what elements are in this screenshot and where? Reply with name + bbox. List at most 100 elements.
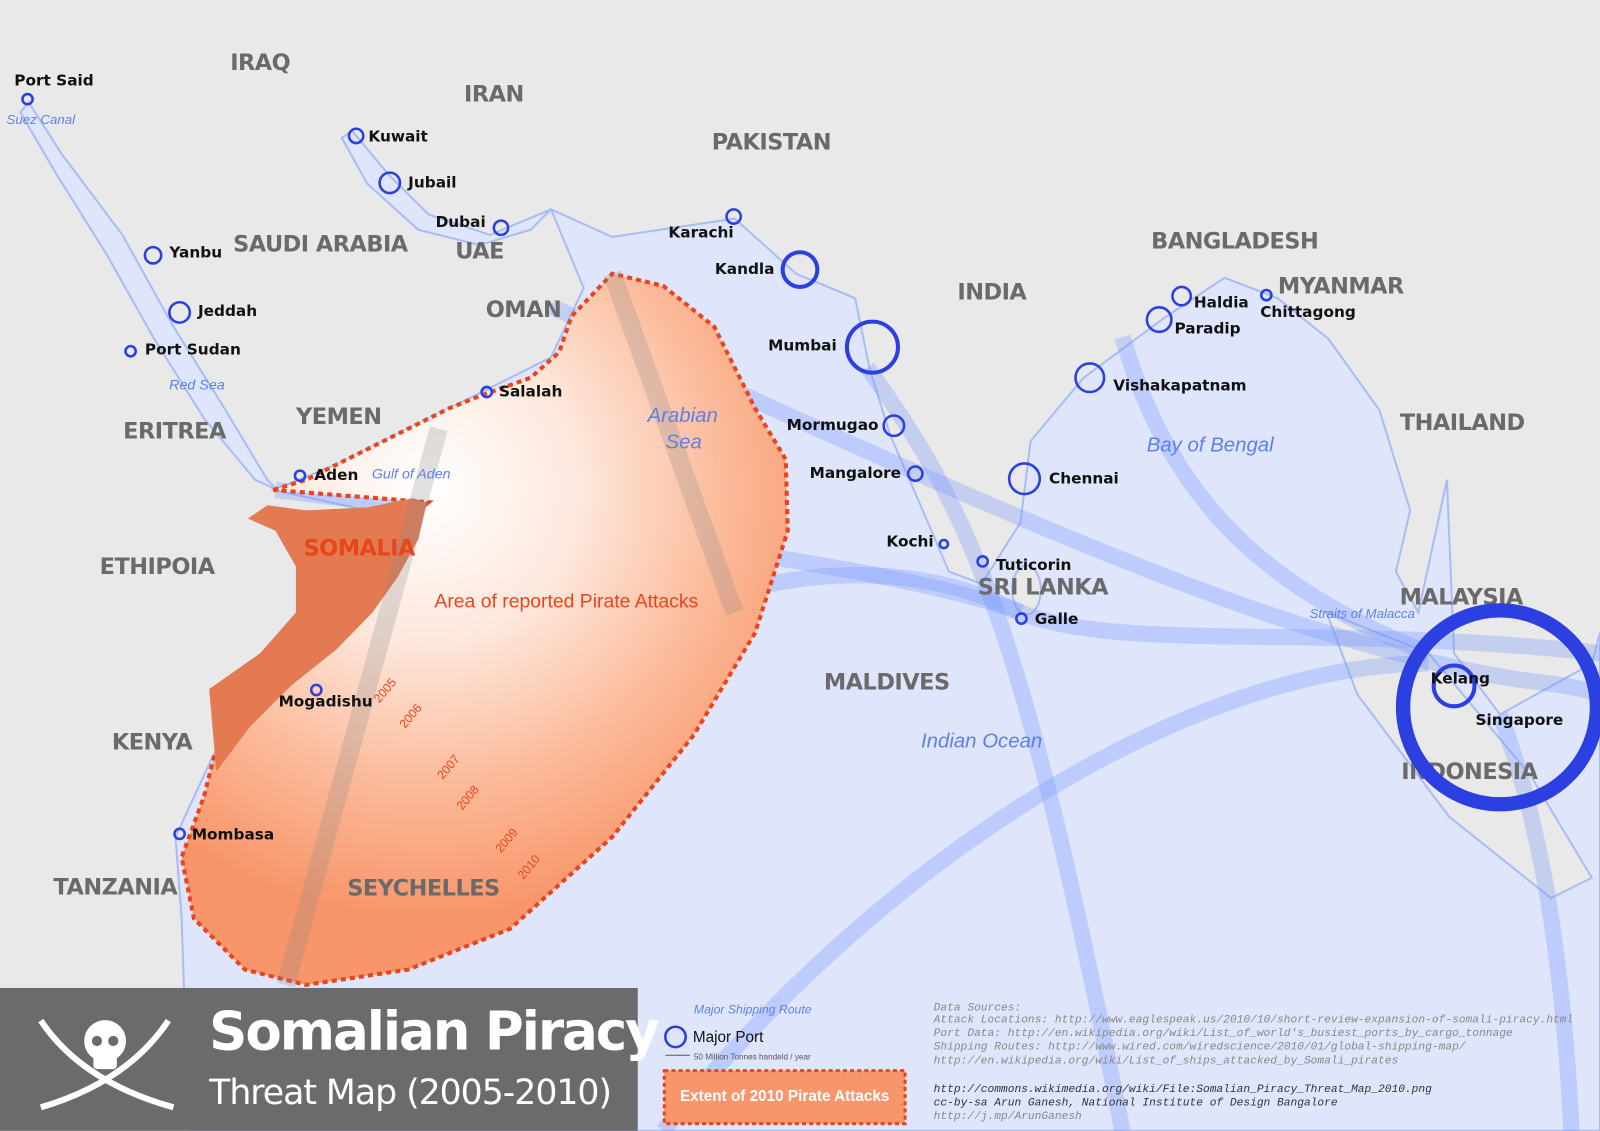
sea-label: Red Sea bbox=[169, 378, 225, 394]
port-marker bbox=[21, 92, 34, 106]
country-label: PAKISTAN bbox=[712, 130, 831, 156]
eye bbox=[91, 1035, 103, 1047]
port-label: Mangalore bbox=[810, 464, 901, 482]
port-marker bbox=[780, 250, 820, 289]
port-marker bbox=[124, 344, 137, 358]
port-label: Chittagong bbox=[1260, 303, 1356, 321]
port-marker bbox=[143, 245, 163, 265]
country-label: SEYCHELLES bbox=[347, 875, 500, 901]
country-label: TANZANIA bbox=[53, 874, 178, 900]
sea-label: Sea bbox=[666, 431, 702, 453]
port-marker bbox=[1007, 462, 1042, 496]
sea-label: Straits of Malacca bbox=[1310, 606, 1415, 621]
port-marker bbox=[844, 319, 900, 375]
port-label: Jubail bbox=[407, 173, 456, 191]
port-label: Dubai bbox=[436, 213, 486, 231]
port-marker bbox=[725, 208, 743, 225]
port-marker bbox=[173, 827, 186, 841]
persian-gulf bbox=[340, 129, 552, 247]
port-marker bbox=[378, 171, 402, 195]
legend-extent: Extent of 2010 Pirate Attacks bbox=[680, 1088, 889, 1105]
country-label: UAE bbox=[455, 239, 504, 265]
country-label: SRI LANKA bbox=[978, 574, 1109, 600]
port-label: Galle bbox=[1035, 610, 1079, 628]
eye bbox=[108, 1035, 119, 1047]
port-label: Yanbu bbox=[168, 244, 222, 262]
shipping-route bbox=[276, 426, 448, 988]
attack-area-label: Area of reported Pirate Attacks bbox=[434, 590, 698, 612]
legend-port: Major Port bbox=[693, 1029, 764, 1046]
port-marker bbox=[347, 127, 365, 145]
port-label: Kelang bbox=[1431, 669, 1490, 687]
country-label: THAILAND bbox=[1400, 410, 1525, 436]
port-label: Mumbai bbox=[768, 337, 837, 355]
country-label: KENYA bbox=[112, 730, 194, 756]
port-marker bbox=[1015, 612, 1028, 625]
port-marker bbox=[492, 219, 510, 237]
port-label: Port Sudan bbox=[145, 341, 241, 359]
port-label: Karachi bbox=[668, 223, 733, 241]
port-label: Mombasa bbox=[192, 825, 274, 843]
port-label: Haldia bbox=[1194, 294, 1249, 312]
sea-label: Indian Ocean bbox=[921, 730, 1042, 752]
sumatra bbox=[1324, 610, 1594, 900]
country-label: ETHIPOIA bbox=[100, 554, 216, 580]
port-label: Salalah bbox=[499, 383, 562, 401]
legend-route: Major Shipping Route bbox=[694, 1003, 812, 1017]
sea-label: Bay of Bengal bbox=[1147, 435, 1274, 457]
country-label: MALDIVES bbox=[824, 669, 950, 695]
sea-label: Suez Canal bbox=[7, 112, 77, 127]
sea-label: Arabian bbox=[647, 405, 718, 427]
subtitle: Threat Map (2005-2010) bbox=[208, 1073, 611, 1113]
port-label: Tuticorin bbox=[996, 556, 1071, 574]
port-label: Aden bbox=[314, 466, 358, 484]
port-label: Jeddah bbox=[197, 302, 257, 320]
labels: IRAQ IRAN PAKISTAN SAUDI ARABIA UAE OMAN INDIA… bbox=[7, 50, 1600, 901]
skull bbox=[84, 1020, 127, 1062]
port-marker bbox=[168, 300, 192, 324]
source-line: Port Data: http://en.wikipedia.org/wiki/… bbox=[934, 1028, 1513, 1040]
port-label: Paradip bbox=[1174, 319, 1240, 337]
country-label: SAUDI ARABIA bbox=[233, 232, 409, 258]
port-marker bbox=[938, 538, 950, 550]
port-marker bbox=[480, 385, 494, 399]
country-label: IRAQ bbox=[230, 50, 290, 76]
port-label: Kandla bbox=[715, 260, 775, 278]
shipping-route bbox=[656, 655, 1429, 1131]
shipping-route bbox=[860, 362, 1131, 1131]
country-label: MYANMAR bbox=[1278, 273, 1404, 299]
country-label: BANGLADESH bbox=[1151, 229, 1318, 255]
somalia-shape bbox=[209, 498, 427, 772]
jaw bbox=[93, 1055, 117, 1070]
sri-lanka bbox=[1011, 564, 1042, 616]
port-marker bbox=[293, 469, 307, 483]
port-marker bbox=[1395, 603, 1600, 812]
country-label: YEMEN bbox=[295, 404, 381, 430]
port-marker bbox=[976, 555, 990, 568]
title: Somalian Piracy bbox=[209, 1001, 659, 1063]
port-label: Singapore bbox=[1476, 711, 1564, 729]
port-marker bbox=[1259, 288, 1273, 302]
port-label: Kuwait bbox=[368, 127, 428, 145]
country-label: IRAN bbox=[464, 82, 524, 108]
country-label: SOMALIA bbox=[303, 536, 416, 562]
ghost-routes bbox=[276, 270, 744, 988]
shipping-route bbox=[547, 298, 1600, 702]
country-label: OMAN bbox=[486, 297, 562, 323]
country-label: INDIA bbox=[957, 280, 1027, 306]
credit-line: http://commons.wikimedia.org/wiki/File:S… bbox=[934, 1084, 1432, 1096]
sources-heading: Data Sources: bbox=[934, 1002, 1022, 1014]
legend-extent-box bbox=[662, 1069, 907, 1126]
port-marker bbox=[882, 414, 906, 438]
source-line: Shipping Routes: http://www.wired.com/wi… bbox=[934, 1042, 1467, 1054]
shipping-route bbox=[1114, 334, 1432, 661]
port-label: Mogadishu bbox=[279, 693, 373, 711]
port-marker bbox=[1145, 306, 1173, 334]
sea-label: Gulf of Aden bbox=[372, 466, 451, 482]
port-label: Port Said bbox=[14, 71, 93, 89]
port-label: Chennai bbox=[1049, 469, 1119, 487]
port-marker bbox=[1431, 663, 1477, 709]
legend-scale: 50 Million Tonnes handeld / year bbox=[694, 1052, 811, 1061]
port-label: Mormugao bbox=[787, 416, 879, 434]
